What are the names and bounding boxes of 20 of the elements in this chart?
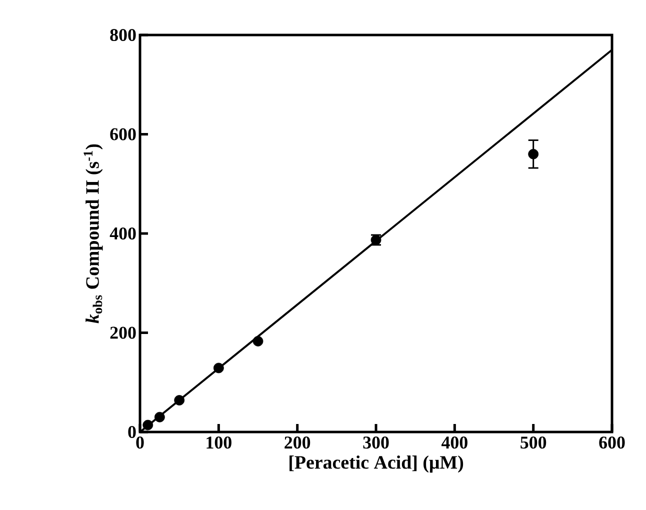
x-tick-label: 200: [284, 436, 310, 449]
point: [213, 362, 224, 374]
point: [154, 412, 165, 422]
x-tick-label: 100: [206, 436, 232, 449]
x-tick-label: 500: [520, 436, 546, 449]
x-tick-label: 0: [136, 436, 144, 449]
x-tick-label: 600: [599, 436, 625, 449]
y-tick-label: 600: [110, 128, 136, 140]
point: [174, 395, 185, 406]
point: [528, 148, 539, 160]
y-tick-label: 200: [110, 326, 136, 339]
y-tick-label: 400: [110, 227, 136, 240]
point: [252, 336, 264, 346]
point: [142, 420, 154, 430]
y-tick-label: 800: [110, 28, 136, 42]
x-tick-label: 300: [363, 436, 389, 449]
x-axis-title: [Peracetic Acid] (μM): [290, 455, 464, 473]
y-axis-title: k$_{obs}$ Compound II (s$^{-1}$): [84, 144, 103, 324]
x-tick-label: 400: [441, 436, 468, 449]
y-tick-label: 0: [128, 426, 136, 438]
